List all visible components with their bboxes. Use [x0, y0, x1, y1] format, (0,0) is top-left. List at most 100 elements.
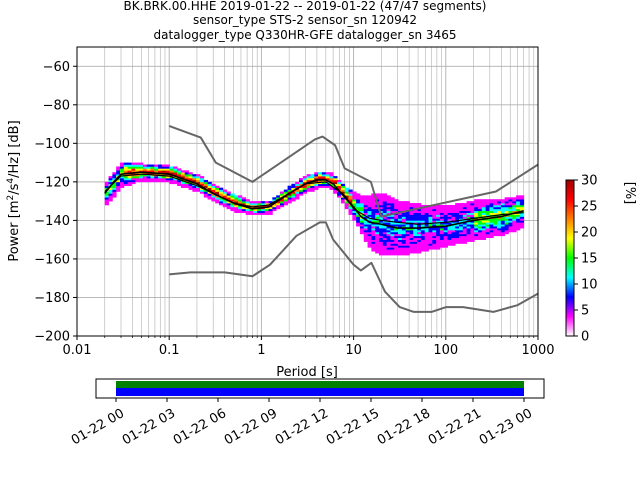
density-cell: [219, 193, 224, 196]
density-cell: [177, 170, 182, 173]
density-cell: [340, 197, 346, 200]
density-cell: [512, 216, 517, 219]
density-cell: [363, 237, 368, 240]
density-cell: [481, 222, 487, 225]
density-cell: [405, 249, 410, 252]
density-cell: [375, 197, 380, 200]
density-cell: [443, 212, 448, 215]
density-cell: [466, 239, 471, 242]
density-cell: [112, 176, 117, 179]
density-cell: [245, 203, 250, 206]
density-cell: [306, 187, 311, 190]
density-cell: [428, 233, 433, 237]
density-cell: [245, 212, 250, 215]
density-cell: [428, 224, 433, 227]
density-cell: [295, 185, 300, 188]
density-cell: [447, 208, 452, 212]
density-cell: [150, 170, 155, 173]
density-cell: [135, 178, 140, 181]
density-cell: [268, 201, 273, 204]
density-cell: [447, 214, 452, 217]
density-cell: [359, 222, 365, 225]
density-cell: [199, 181, 205, 185]
density-cell: [302, 181, 308, 185]
density-cell: [413, 241, 418, 244]
density-cell: [504, 218, 509, 221]
density-cell: [367, 231, 372, 235]
density-cell: [481, 216, 487, 219]
density-cell: [409, 216, 414, 219]
density-cell: [436, 210, 441, 213]
density-cell: [348, 191, 353, 194]
density-cell: [219, 187, 224, 190]
density-cell: [371, 210, 376, 213]
density-cell: [207, 191, 212, 194]
density-cell: [516, 220, 521, 223]
density-cell: [474, 222, 479, 225]
density-cell: [104, 195, 109, 198]
density-cell: [413, 228, 418, 231]
density-cell: [409, 204, 414, 208]
density-cell: [478, 237, 483, 240]
density-cell: [108, 187, 113, 190]
density-cell: [177, 172, 182, 175]
density-cell: [382, 193, 387, 196]
density-cell: [481, 230, 487, 233]
density-cell: [188, 174, 193, 177]
density-cell: [474, 212, 479, 215]
density-cell: [462, 212, 467, 215]
density-cell: [504, 206, 509, 210]
density-cell: [104, 181, 109, 185]
density-cell: [306, 176, 311, 179]
density-cell: [413, 251, 418, 254]
density-cell: [390, 247, 395, 250]
density-cell: [413, 243, 418, 246]
density-cell: [363, 199, 368, 202]
density-cell: [485, 230, 490, 233]
density-cell: [508, 218, 513, 221]
density-cell: [382, 199, 387, 202]
density-cell: [432, 245, 437, 248]
density-cell: [192, 176, 197, 179]
density-cell: [165, 176, 170, 179]
density-cell: [378, 204, 384, 208]
density-cell: [321, 185, 327, 188]
density-cell: [439, 214, 445, 217]
density-cell: [409, 243, 414, 246]
density-cell: [321, 181, 327, 185]
density-cell: [211, 193, 216, 196]
density-cell: [344, 193, 349, 196]
density-cell: [104, 185, 109, 188]
density-cell: [375, 241, 380, 244]
density-cell: [516, 204, 521, 208]
density-cell: [359, 220, 365, 223]
density-cell: [420, 237, 426, 240]
density-cell: [226, 203, 231, 206]
density-cell: [455, 216, 460, 219]
density-cell: [478, 210, 483, 213]
density-cell: [123, 164, 129, 167]
density-cell: [481, 226, 487, 229]
density-cell: [116, 168, 121, 171]
density-cell: [474, 231, 479, 235]
density-cell: [135, 162, 140, 165]
density-cell: [158, 176, 163, 179]
density-cell: [436, 206, 441, 210]
density-cell: [386, 204, 391, 208]
density-cell: [386, 197, 391, 200]
density-cell: [386, 212, 391, 215]
density-cell: [352, 218, 357, 221]
density-cell: [257, 203, 262, 206]
density-cell: [359, 231, 365, 235]
density-cell: [363, 203, 368, 206]
density-cell: [428, 245, 433, 248]
density-cell: [401, 208, 407, 212]
density-cell: [104, 183, 109, 187]
density-cell: [161, 166, 167, 169]
density-cell: [458, 226, 464, 229]
density-cell: [439, 237, 445, 240]
density-cell: [462, 216, 467, 219]
density-cell: [436, 241, 441, 244]
density-cell: [363, 220, 368, 223]
density-cell: [413, 206, 418, 210]
